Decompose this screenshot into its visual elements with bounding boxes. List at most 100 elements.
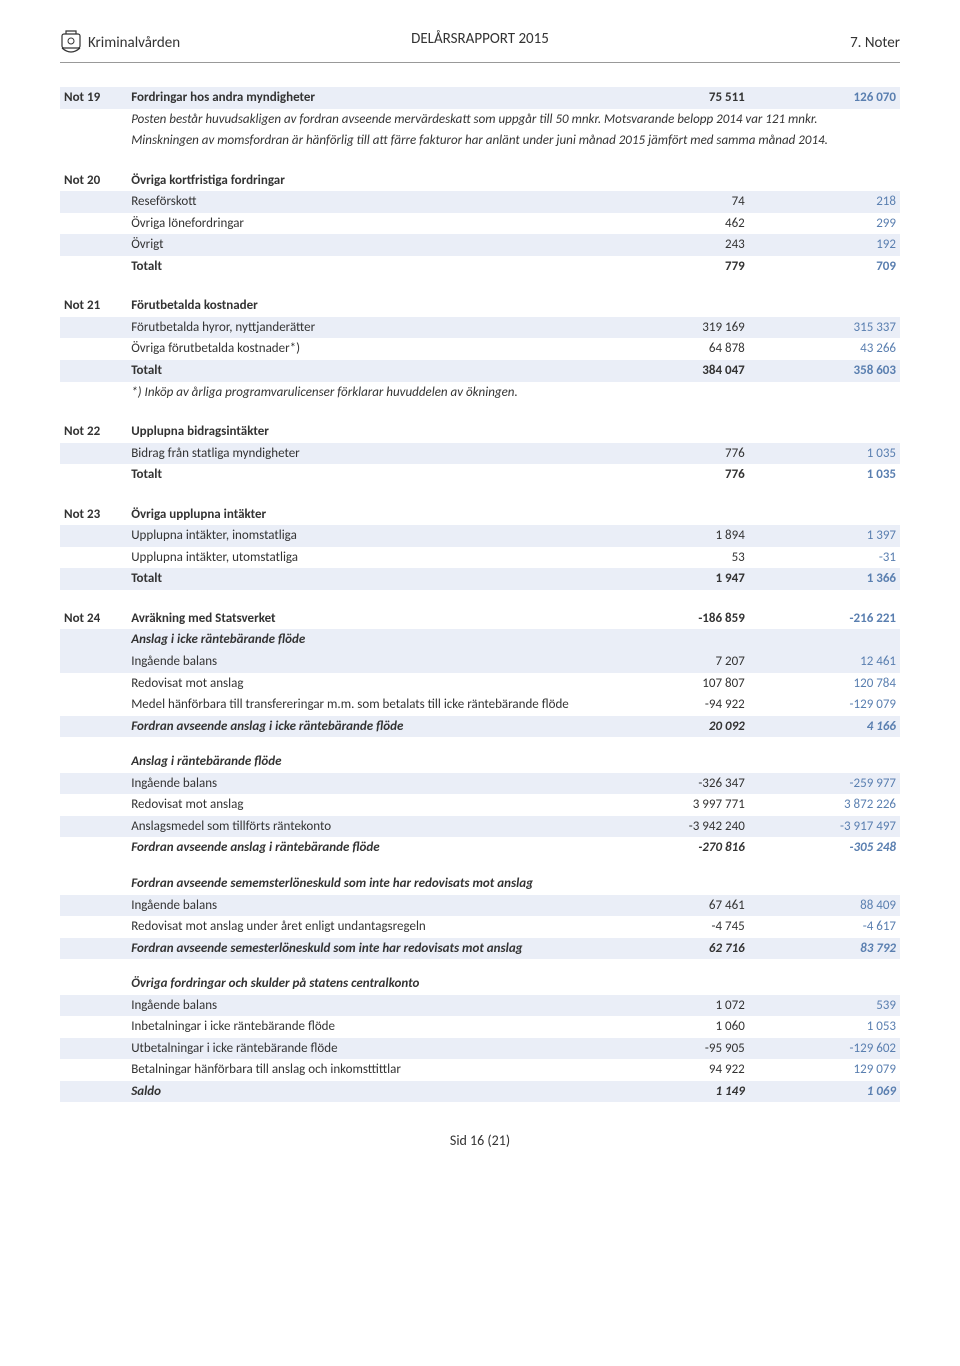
- note-number: Not 20: [60, 170, 127, 192]
- value-prev: 129 079: [749, 1059, 900, 1081]
- value-prev: 192: [749, 234, 900, 256]
- value-current: 462: [598, 213, 749, 235]
- value-current: 1 072: [598, 995, 749, 1017]
- logo-area: Kriminalvården: [60, 30, 180, 56]
- row-label: Utbetalningar i icke räntebärande flöde: [127, 1038, 597, 1060]
- value-current: 1 060: [598, 1016, 749, 1038]
- row-label: Anslagsmedel som tillförts räntekonto: [127, 816, 597, 838]
- row-label: Ingående balans: [127, 651, 597, 673]
- header-title: DELÅRSRAPPORT 2015: [411, 30, 549, 48]
- subsection-head: Anslag i räntebärande flöde: [127, 751, 597, 773]
- value-current: 62 716: [598, 938, 749, 960]
- row-label: Reseförskott: [127, 191, 597, 213]
- value-current: -326 347: [598, 773, 749, 795]
- row-label: Upplupna intäkter, inomstatliga: [127, 525, 597, 547]
- value-prev: 1 035: [749, 443, 900, 465]
- note-23-table: Not 23 Övriga upplupna intäkter Upplupna…: [60, 504, 900, 590]
- value-current: 64 878: [598, 338, 749, 360]
- note-title: Förutbetalda kostnader: [127, 295, 597, 317]
- value-current: 319 169: [598, 317, 749, 339]
- value-prev: 1 397: [749, 525, 900, 547]
- note-title: Övriga upplupna intäkter: [127, 504, 597, 526]
- note-title: Övriga kortfristiga fordringar: [127, 170, 597, 192]
- value-current: -3 942 240: [598, 816, 749, 838]
- note-footnote: *) Inköp av årliga programvarulicenser f…: [127, 382, 900, 404]
- note-number: Not 21: [60, 295, 127, 317]
- value-prev: -305 248: [749, 837, 900, 859]
- row-label: Inbetalningar i icke räntebärande flöde: [127, 1016, 597, 1038]
- total-label: Totalt: [127, 568, 597, 590]
- value-prev: -3 917 497: [749, 816, 900, 838]
- value-prev: 1 035: [749, 464, 900, 486]
- row-label: Ingående balans: [127, 995, 597, 1017]
- row-label: Redovisat mot anslag: [127, 794, 597, 816]
- crest-icon: [60, 30, 82, 56]
- value-prev: 299: [749, 213, 900, 235]
- total-label: Saldo: [127, 1081, 597, 1103]
- note-number: Not 19: [60, 87, 127, 109]
- row-label: Betalningar hänförbara till anslag och i…: [127, 1059, 597, 1081]
- value-current: 75 511: [598, 87, 749, 109]
- value-current: -270 816: [598, 837, 749, 859]
- row-label: Ingående balans: [127, 773, 597, 795]
- value-current: 94 922: [598, 1059, 749, 1081]
- value-prev: 4 166: [749, 716, 900, 738]
- value-prev: 12 461: [749, 651, 900, 673]
- value-current: 243: [598, 234, 749, 256]
- note-title: Avräkning med Statsverket: [127, 608, 597, 630]
- value-current: -95 905: [598, 1038, 749, 1060]
- note-number: Not 22: [60, 421, 127, 443]
- row-label: Medel hänförbara till transfereringar m.…: [127, 694, 597, 716]
- value-current: 776: [598, 464, 749, 486]
- value-prev: -259 977: [749, 773, 900, 795]
- value-prev: 315 337: [749, 317, 900, 339]
- row-label: Redovisat mot anslag: [127, 673, 597, 695]
- note-19-table: Not 19 Fordringar hos andra myndigheter …: [60, 87, 900, 152]
- row-label: Bidrag från statliga myndigheter: [127, 443, 597, 465]
- value-current: 67 461: [598, 895, 749, 917]
- logo-text: Kriminalvården: [88, 34, 180, 52]
- value-prev: 126 070: [749, 87, 900, 109]
- total-label: Totalt: [127, 256, 597, 278]
- row-label: Redovisat mot anslag under året enligt u…: [127, 916, 597, 938]
- header-section: 7. Noter: [850, 34, 900, 52]
- value-current: 779: [598, 256, 749, 278]
- note-20-table: Not 20 Övriga kortfristiga fordringar Re…: [60, 170, 900, 278]
- value-current: 53: [598, 547, 749, 569]
- value-prev: 1 053: [749, 1016, 900, 1038]
- value-prev: 1 069: [749, 1081, 900, 1103]
- note-number: Not 24: [60, 608, 127, 630]
- page: Kriminalvården DELÅRSRAPPORT 2015 7. Not…: [0, 0, 960, 1169]
- value-current: 107 807: [598, 673, 749, 695]
- subsection-head: Anslag i icke räntebärande flöde: [127, 629, 597, 651]
- note-21-table: Not 21 Förutbetalda kostnader Förutbetal…: [60, 295, 900, 403]
- row-label: Övrigt: [127, 234, 597, 256]
- value-prev: -31: [749, 547, 900, 569]
- total-label: Fordran avseende anslag i icke räntebära…: [127, 716, 597, 738]
- value-prev: 539: [749, 995, 900, 1017]
- value-prev: -129 079: [749, 694, 900, 716]
- note-title: Upplupna bidragsintäkter: [127, 421, 597, 443]
- note-body: Minskningen av momsfordran är hänförlig …: [127, 130, 900, 152]
- total-label: Totalt: [127, 464, 597, 486]
- row-label: Övriga lönefordringar: [127, 213, 597, 235]
- page-header: Kriminalvården DELÅRSRAPPORT 2015 7. Not…: [60, 30, 900, 63]
- value-prev: -4 617: [749, 916, 900, 938]
- value-prev: 218: [749, 191, 900, 213]
- total-label: Fordran avseende anslag i räntebärande f…: [127, 837, 597, 859]
- page-footer: Sid 16 (21): [60, 1132, 900, 1149]
- value-current: 3 997 771: [598, 794, 749, 816]
- value-current: 20 092: [598, 716, 749, 738]
- note-title: Fordringar hos andra myndigheter: [127, 87, 597, 109]
- value-current: 1 947: [598, 568, 749, 590]
- total-label: Totalt: [127, 360, 597, 382]
- subsection-head: Fordran avseende sememsterlöneskuld som …: [127, 873, 597, 895]
- row-label: Förutbetalda hyror, nyttjanderätter: [127, 317, 597, 339]
- note-body: Posten består huvudsakligen av fordran a…: [127, 109, 900, 131]
- value-prev: -129 602: [749, 1038, 900, 1060]
- value-current: 1 894: [598, 525, 749, 547]
- row-label: Övriga förutbetalda kostnader*): [127, 338, 597, 360]
- note-22-table: Not 22 Upplupna bidragsintäkter Bidrag f…: [60, 421, 900, 486]
- value-prev: 88 409: [749, 895, 900, 917]
- value-current: -94 922: [598, 694, 749, 716]
